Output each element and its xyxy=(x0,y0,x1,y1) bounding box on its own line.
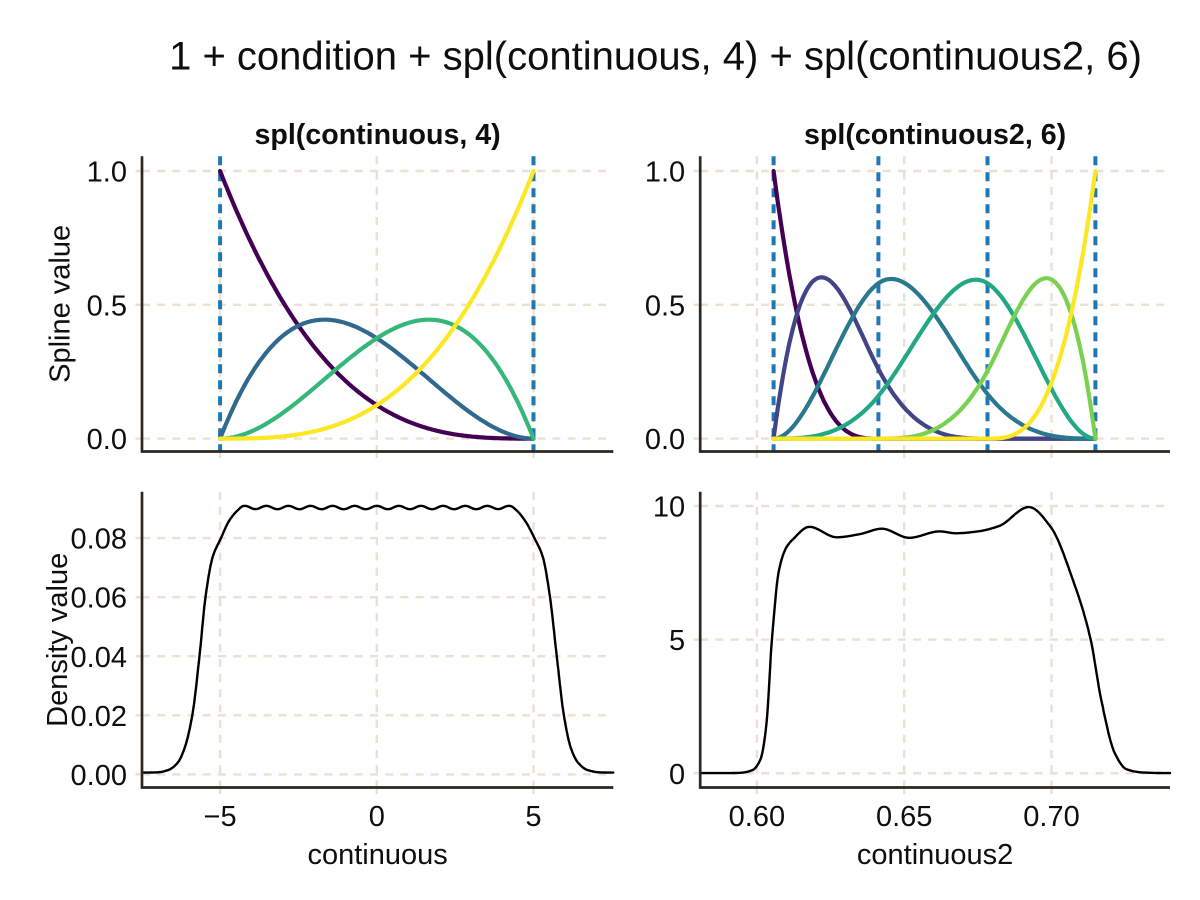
svg-text:0.0: 0.0 xyxy=(645,424,685,456)
svg-text:0.5: 0.5 xyxy=(87,290,127,322)
svg-text:1 + condition + spl(continuous: 1 + condition + spl(continuous, 4) + spl… xyxy=(169,35,1142,79)
svg-text:0.02: 0.02 xyxy=(71,701,127,733)
svg-text:0.5: 0.5 xyxy=(645,290,685,322)
svg-text:0: 0 xyxy=(369,801,385,833)
svg-text:0.65: 0.65 xyxy=(876,801,932,833)
svg-text:1.0: 1.0 xyxy=(645,157,685,189)
svg-text:Density value: Density value xyxy=(42,553,74,727)
svg-text:0.70: 0.70 xyxy=(1023,801,1079,833)
svg-text:5: 5 xyxy=(525,801,541,833)
svg-text:0.60: 0.60 xyxy=(729,801,785,833)
svg-text:0.0: 0.0 xyxy=(87,424,127,456)
svg-text:0: 0 xyxy=(669,759,685,791)
svg-text:spl(continuous2, 6): spl(continuous2, 6) xyxy=(804,119,1066,151)
svg-text:−5: −5 xyxy=(204,801,237,833)
svg-text:5: 5 xyxy=(669,625,685,657)
svg-text:1.0: 1.0 xyxy=(87,157,127,189)
svg-text:0.00: 0.00 xyxy=(71,760,127,792)
svg-text:0.06: 0.06 xyxy=(71,583,127,615)
svg-text:continuous2: continuous2 xyxy=(857,839,1013,871)
svg-text:0.04: 0.04 xyxy=(71,642,127,674)
svg-text:10: 10 xyxy=(653,492,685,524)
svg-text:0.08: 0.08 xyxy=(71,524,127,556)
svg-text:spl(continuous, 4): spl(continuous, 4) xyxy=(254,119,500,151)
svg-text:continuous: continuous xyxy=(307,839,447,871)
svg-text:Spline value: Spline value xyxy=(45,225,77,383)
